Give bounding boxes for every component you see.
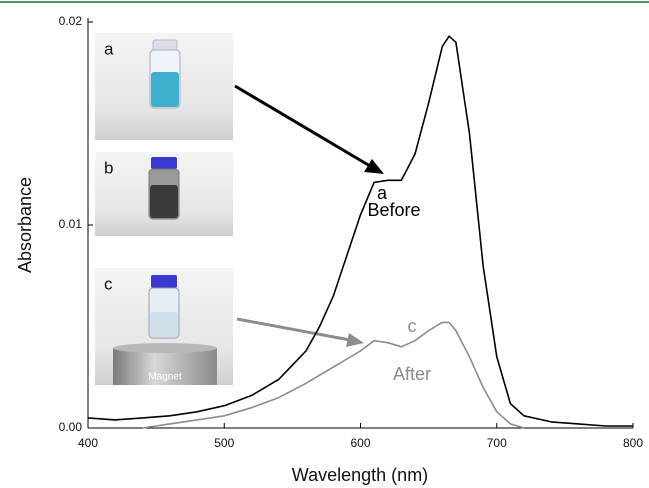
inset-photo bbox=[95, 33, 233, 140]
arrow bbox=[234, 84, 371, 168]
inset-label: b bbox=[104, 158, 113, 177]
curve-label: Before bbox=[367, 200, 420, 220]
curve-label: c bbox=[408, 316, 417, 336]
arrow bbox=[236, 317, 351, 342]
y-tick-label: 0.00 bbox=[59, 420, 83, 434]
x-tick-label: 600 bbox=[350, 436, 370, 450]
curve-label: a bbox=[377, 183, 388, 203]
x-tick-label: 400 bbox=[78, 436, 98, 450]
series-line bbox=[87, 35, 633, 427]
y-axis-title: Absorbance bbox=[15, 177, 35, 273]
inset-label: a bbox=[104, 39, 114, 58]
x-axis-title: Wavelength (nm) bbox=[292, 465, 428, 485]
y-tick-label: 0.02 bbox=[59, 14, 83, 28]
series-line bbox=[142, 321, 525, 429]
x-tick-label: 800 bbox=[623, 436, 643, 450]
x-tick-label: 500 bbox=[214, 436, 234, 450]
inset-photo bbox=[95, 152, 233, 236]
inset-note: Magnet bbox=[148, 372, 182, 383]
x-tick-label: 700 bbox=[487, 436, 507, 450]
arrowhead bbox=[346, 333, 364, 347]
curve-label: After bbox=[393, 364, 431, 384]
inset-photo bbox=[95, 268, 233, 385]
y-tick-label: 0.01 bbox=[59, 217, 83, 231]
inset-label: c bbox=[104, 274, 113, 293]
arrowhead bbox=[364, 159, 384, 174]
